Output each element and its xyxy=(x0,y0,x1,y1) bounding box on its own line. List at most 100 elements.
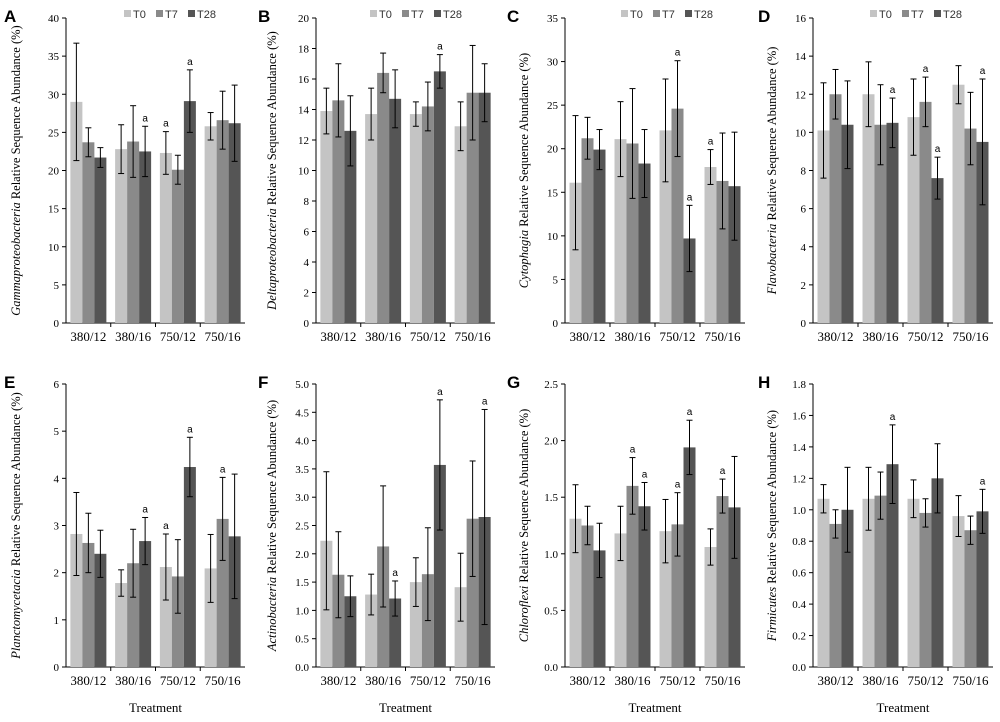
y-tick-label: 3.0 xyxy=(295,492,309,504)
bar-t0 xyxy=(409,114,422,323)
bar-t0 xyxy=(907,498,920,667)
y-tick-label: 3 xyxy=(54,521,60,533)
y-tick-label: 2.5 xyxy=(295,521,309,533)
y-tick-label: 4 xyxy=(801,242,807,254)
x-tick-label: 380/12 xyxy=(817,329,853,344)
y-tick-label: 16 xyxy=(795,13,807,25)
legend-swatch-t28 xyxy=(188,10,195,17)
significance-label: a xyxy=(163,119,169,130)
legend-label: T7 xyxy=(662,9,675,21)
bar-t0 xyxy=(952,516,965,667)
bar-t7 xyxy=(919,512,932,667)
bar-t0 xyxy=(817,498,830,667)
y-tick-label: 1.6 xyxy=(792,410,806,422)
y-tick-label: 0 xyxy=(54,662,60,674)
y-tick-label: 0.5 xyxy=(295,634,309,646)
significance-label: a xyxy=(630,445,636,456)
x-tick-label: 750/16 xyxy=(704,329,741,344)
taxon-name: Cytophagia xyxy=(517,230,531,288)
y-axis-label-suffix: Relative Sequence Abundance (%) xyxy=(765,47,779,224)
legend: T0 T7 T28 xyxy=(621,9,713,21)
y-axis-label-suffix: Relative Sequence Abundance (%) xyxy=(517,409,531,586)
significance-label: a xyxy=(187,57,193,68)
y-tick-label: 10 xyxy=(795,127,807,139)
legend-swatch-t7 xyxy=(156,10,163,17)
bar-t0 xyxy=(704,547,717,667)
bar-t7 xyxy=(829,94,842,323)
bar-t0 xyxy=(704,167,717,323)
significance-label: a xyxy=(142,113,148,124)
y-tick-label: 10 xyxy=(547,231,559,243)
legend-label: T28 xyxy=(943,9,962,21)
legend-swatch-t0 xyxy=(124,10,131,17)
x-tick-label: 750/12 xyxy=(907,329,943,344)
y-tick-label: 0 xyxy=(801,318,807,330)
legend-swatch-t28 xyxy=(685,10,692,17)
x-tick-label: 380/12 xyxy=(569,673,605,688)
y-tick-label: 1.5 xyxy=(295,577,309,589)
taxon-name: Chloroflexi xyxy=(517,585,531,642)
y-tick-label: 5.0 xyxy=(295,379,309,391)
bar-t28 xyxy=(433,71,446,323)
x-tick-label: 380/12 xyxy=(70,673,106,688)
significance-label: a xyxy=(890,85,896,96)
bar-t0 xyxy=(159,567,172,667)
bar-t28 xyxy=(976,141,989,323)
x-tick-label: 380/16 xyxy=(862,329,899,344)
x-tick-label: 750/12 xyxy=(659,329,695,344)
y-tick-label: 5 xyxy=(54,426,60,438)
bar-t7 xyxy=(626,485,639,667)
y-axis-label-suffix: Relative Sequence Abundance (%) xyxy=(265,31,279,208)
x-tick-label: 750/16 xyxy=(952,673,989,688)
bar-t28 xyxy=(841,124,854,323)
taxon-name: Gammaproteobacteria xyxy=(9,202,23,315)
significance-label: a xyxy=(687,407,693,418)
significance-label: a xyxy=(437,42,443,53)
panel-label: G xyxy=(507,373,520,392)
y-tick-label: 8 xyxy=(304,196,310,208)
bar-t28 xyxy=(683,447,696,667)
bar-t7 xyxy=(964,128,977,323)
bar-t7 xyxy=(216,518,229,667)
y-tick-label: 20 xyxy=(298,13,310,25)
y-tick-label: 6 xyxy=(304,227,310,239)
significance-label: a xyxy=(220,464,226,475)
x-tick-label: 380/16 xyxy=(365,329,402,344)
bar-t0 xyxy=(569,182,582,323)
legend-label: T7 xyxy=(411,9,424,21)
significance-label: a xyxy=(642,469,648,480)
y-tick-label: 10 xyxy=(298,166,310,178)
bar-t7 xyxy=(466,518,479,667)
panel-label: F xyxy=(258,373,268,392)
y-tick-label: 0 xyxy=(54,318,60,330)
y-tick-label: 40 xyxy=(48,13,60,25)
legend: T0 T7 T28 xyxy=(370,9,462,21)
y-tick-label: 2.0 xyxy=(544,436,558,448)
bar-t7 xyxy=(874,495,887,667)
panel-f: F 0.0 0.5 1.0 1.5 2.0 2.5 3.0 3.5 4.0 4.5 5.0 Actino… xyxy=(258,373,495,715)
y-tick-label: 20 xyxy=(48,166,60,178)
bar-t0 xyxy=(115,149,128,323)
bar-t0 xyxy=(204,568,217,667)
y-tick-label: 1.0 xyxy=(792,505,806,517)
y-axis-label: Firmicutes Relative Sequence Abundance (… xyxy=(765,410,779,642)
y-tick-label: 4 xyxy=(54,473,60,485)
bar-t0 xyxy=(862,94,875,323)
x-tick-label: 380/16 xyxy=(115,329,152,344)
y-axis-label-suffix: Relative Sequence Abundance (%) xyxy=(9,392,23,569)
bar-t0 xyxy=(862,498,875,667)
y-tick-label: 1.0 xyxy=(544,549,558,561)
x-tick-label: 750/16 xyxy=(205,329,242,344)
bar-t0 xyxy=(614,533,627,667)
y-tick-label: 25 xyxy=(48,127,60,139)
bar-t28 xyxy=(593,149,606,323)
x-tick-label: 380/12 xyxy=(569,329,605,344)
x-tick-label: 750/16 xyxy=(205,673,242,688)
bar-t0 xyxy=(454,587,467,667)
y-axis-label: Deltaproteobacteria Relative Sequence Ab… xyxy=(265,31,279,311)
legend-swatch-t7 xyxy=(402,10,409,17)
y-tick-label: 14 xyxy=(298,105,310,117)
y-tick-label: 5 xyxy=(54,280,60,292)
y-axis-label: Chloroflexi Relative Sequence Abundance … xyxy=(517,409,531,643)
